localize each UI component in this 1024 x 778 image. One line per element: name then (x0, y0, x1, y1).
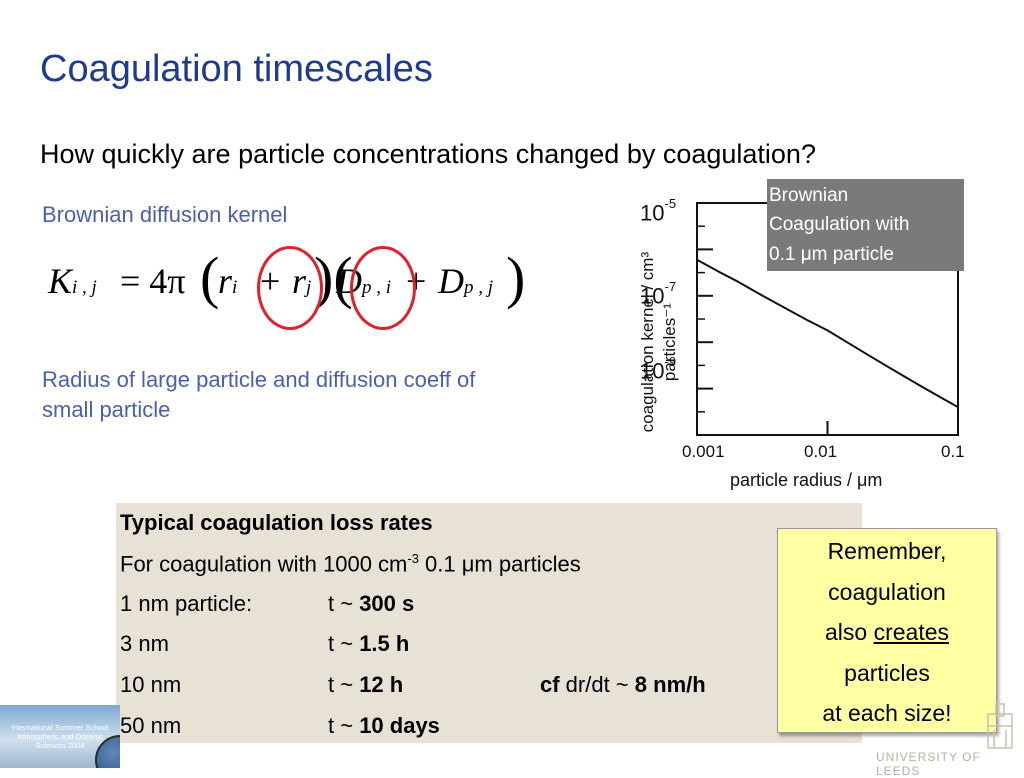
loss-row: 3 nm t ~ 1.5 h (120, 631, 410, 656)
x-tick-label: 0.001 (682, 442, 725, 461)
reminder-note: Remember, coagulation also creates parti… (777, 528, 997, 733)
summer-school-logo-text: International Summer School Atmospheric … (11, 723, 109, 750)
series-line (696, 258, 959, 408)
x-tick-label: 0.1 (941, 442, 965, 461)
y-tick-label: 10-7 (640, 279, 677, 309)
kernel-heading: Brownian diffusion kernel (42, 202, 288, 227)
kernel-equation: Ki , j = 4π ( ri + rj )( Dp , i + Dp , j… (38, 245, 538, 330)
eq-r-i: ri (218, 261, 238, 301)
legend-line: 0.1 μm particle (769, 243, 894, 265)
radius-note: Radius of large particle and diffusion c… (42, 367, 476, 422)
chart-legend: Brownian Coagulation with 0.1 μm particl… (767, 179, 964, 271)
eq-paren: ( (200, 245, 220, 310)
loss-row: 1 nm particle: t ~ 300 s (120, 591, 415, 616)
highlight-circle-rj (257, 246, 323, 330)
eq-D-pj: Dp , j (438, 261, 494, 301)
highlight-circle-dpi (350, 246, 416, 330)
loss-row: 50 nm t ~ 10 days (120, 713, 440, 738)
eq-K: Ki , j (48, 261, 97, 301)
y-tick-label: 10-5 (640, 196, 677, 226)
chart-x-title: particle radius / μm (730, 470, 883, 490)
university-name: UNIVERSITY OF LEEDS (876, 750, 981, 778)
loss-subheading: For coagulation with 1000 cm-3 0.1 μm pa… (120, 551, 581, 577)
loss-row: 10 nm t ~ 12 h cf dr/dt ~ 8 nm/h (120, 672, 706, 697)
note-line: also creates (824, 619, 950, 645)
y-tick-label: 10-9 (640, 354, 677, 384)
note-line: coagulation (828, 578, 946, 605)
eq-equals: = 4π (120, 261, 186, 301)
eq-paren: ) (506, 245, 526, 310)
note-line: particles (844, 659, 930, 686)
slide-question: How quickly are particle concentrations … (40, 139, 816, 169)
note-line: Remember, (827, 538, 947, 564)
legend-line: Coagulation with (769, 214, 910, 236)
loss-rates-box: Typical coagulation loss rates For coagu… (116, 503, 862, 743)
note-line: at each size! (822, 700, 952, 726)
summer-school-logo: International Summer School Atmospheric … (0, 705, 120, 768)
loss-heading: Typical coagulation loss rates (120, 510, 433, 535)
x-tick-label: 0.01 (804, 442, 838, 461)
university-logo: UNIVERSITY OF LEEDS (868, 700, 1024, 778)
building-icon (987, 703, 1013, 749)
legend-line: Brownian (769, 185, 849, 206)
eq-K-sub: i , j (72, 277, 97, 298)
slide-title: Coagulation timescales (40, 48, 433, 90)
